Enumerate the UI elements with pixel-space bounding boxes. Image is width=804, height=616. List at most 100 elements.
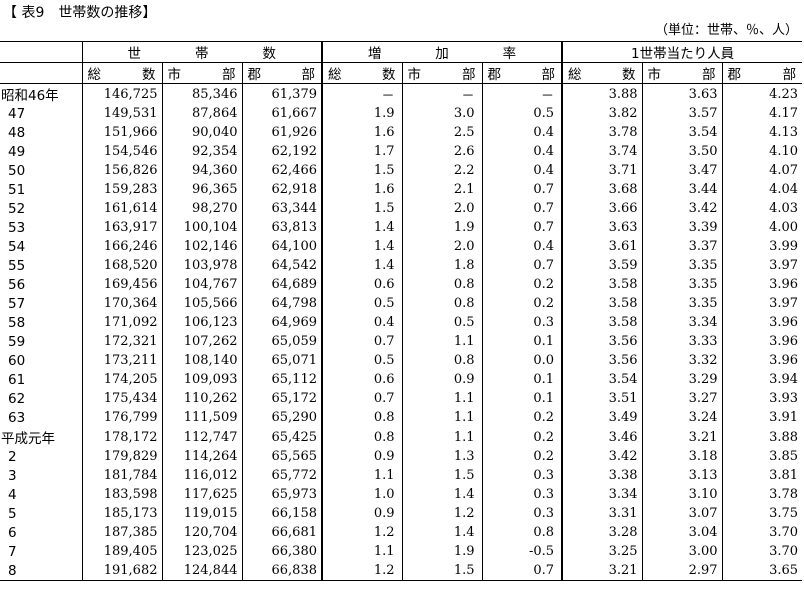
households-total-cell: 187,385 (81, 523, 162, 542)
persons-total-cell: 3.56 (561, 351, 643, 370)
households-city-cell: 94,360 (161, 161, 242, 180)
growth-city-cell: 0.8 (401, 294, 482, 313)
households-city-cell: 108,140 (161, 351, 242, 370)
subhead-total: 総数 (561, 62, 643, 84)
households-city-cell: 120,704 (161, 523, 242, 542)
households-county-cell: 64,689 (241, 275, 322, 294)
table-row: 4 183,598 117,625 65,973 1.0 1.4 0.3 3.34 3.10 3.… (0, 485, 803, 504)
table-row: 50 156,826 94,360 62,466 1.5 2.2 0.4 3.71 3.47 4.… (0, 161, 803, 180)
subhead-total: 総数 (81, 62, 162, 84)
households-county-cell: 65,425 (241, 427, 322, 447)
year-cell: 3 (8, 467, 17, 484)
table-row: 57 170,364 105,566 64,798 0.5 0.8 0.2 3.58 3.35 3… (0, 294, 803, 313)
persons-total-cell: 3.58 (561, 275, 643, 294)
households-city-cell: 85,346 (161, 83, 242, 104)
growth-county-cell: 0.4 (481, 161, 563, 180)
households-total-cell: 179,829 (81, 447, 162, 466)
table-row: 3 181,784 116,012 65,772 1.1 1.5 0.3 3.38 3.13 3.… (0, 466, 803, 485)
persons-county-cell: 3.97 (721, 256, 803, 275)
households-total-cell: 168,520 (81, 256, 162, 275)
table-row: 48 151,966 90,040 61,926 1.6 2.5 0.4 3.78 3.54 4.… (0, 123, 803, 142)
growth-total-cell: 0.5 (321, 294, 402, 313)
persons-total-cell: 3.38 (561, 466, 643, 485)
persons-county-cell: 3.96 (721, 351, 803, 370)
persons-county-cell: 3.93 (721, 389, 803, 408)
households-county-cell: 65,290 (241, 408, 322, 427)
persons-city-cell: 3.63 (641, 83, 723, 104)
households-county-cell: 65,772 (241, 466, 322, 485)
table-row: 7 189,405 123,025 66,380 1.1 1.9 -0.5 3.25 3.00 3… (0, 542, 803, 561)
year-cell: 昭和46年 (1, 88, 59, 104)
persons-city-cell: 3.10 (641, 485, 723, 504)
growth-total-cell: 1.4 (321, 237, 402, 256)
group-households-char: 数 (262, 46, 277, 62)
persons-city-cell: 3.35 (641, 294, 723, 313)
growth-total-cell: － (321, 83, 402, 104)
households-city-cell: 123,025 (161, 542, 242, 561)
growth-total-cell: 0.9 (321, 447, 402, 466)
persons-county-cell: 3.81 (721, 466, 803, 485)
persons-total-cell: 3.56 (561, 332, 643, 351)
growth-city-cell: 1.5 (401, 466, 482, 485)
households-city-cell: 111,509 (161, 408, 242, 427)
year-cell: 平成元年 (1, 431, 55, 447)
persons-total-cell: 3.58 (561, 313, 643, 332)
table-title: 【 表9 世帯数の推移】 (3, 5, 157, 21)
growth-county-cell: 0.2 (481, 427, 563, 447)
table-row: 8 191,682 124,844 66,838 1.2 1.5 0.7 3.21 2.97 3.… (0, 561, 803, 581)
households-city-cell: 92,354 (161, 142, 242, 161)
growth-city-cell: 1.3 (401, 447, 482, 466)
growth-county-cell: 0.0 (481, 351, 563, 370)
households-total-cell: 173,211 (81, 351, 162, 370)
growth-total-cell: 1.1 (321, 542, 402, 561)
growth-county-cell: 0.7 (481, 180, 563, 199)
persons-city-cell: 3.07 (641, 504, 723, 523)
growth-city-cell: 0.5 (401, 313, 482, 332)
households-county-cell: 64,969 (241, 313, 322, 332)
persons-county-cell: 4.23 (721, 83, 803, 104)
households-total-cell: 156,826 (81, 161, 162, 180)
persons-city-cell: 3.44 (641, 180, 723, 199)
households-county-cell: 66,838 (241, 561, 322, 581)
growth-total-cell: 1.5 (321, 161, 402, 180)
group-growth-char: 増 (367, 46, 382, 62)
households-city-cell: 112,747 (161, 427, 242, 447)
persons-city-cell: 3.21 (641, 427, 723, 447)
persons-city-cell: 3.24 (641, 408, 723, 427)
growth-total-cell: 1.7 (321, 142, 402, 161)
growth-city-cell: 1.4 (401, 523, 482, 542)
households-total-cell: 170,364 (81, 294, 162, 313)
households-county-cell: 63,344 (241, 199, 322, 218)
growth-total-cell: 0.8 (321, 408, 402, 427)
growth-city-cell: 2.2 (401, 161, 482, 180)
persons-city-cell: 3.13 (641, 466, 723, 485)
subhead-city: 市部 (161, 62, 242, 84)
table-row: 51 159,283 96,365 62,918 1.6 2.1 0.7 3.68 3.44 4.… (0, 180, 803, 199)
growth-county-cell: 0.7 (481, 256, 563, 275)
households-county-cell: 65,973 (241, 485, 322, 504)
year-cell: 4 (8, 486, 17, 503)
persons-county-cell: 4.10 (721, 142, 803, 161)
growth-city-cell: 1.4 (401, 485, 482, 504)
growth-county-cell: 0.5 (481, 104, 563, 123)
persons-county-cell: 3.75 (721, 504, 803, 523)
households-city-cell: 96,365 (161, 180, 242, 199)
growth-city-cell: 1.1 (401, 427, 482, 447)
growth-total-cell: 1.9 (321, 104, 402, 123)
year-cell: 8 (0, 561, 82, 581)
table-row: 63 176,799 111,509 65,290 0.8 1.1 0.2 3.49 3.24 3… (0, 408, 803, 427)
persons-city-cell: 3.37 (641, 237, 723, 256)
growth-city-cell: 1.2 (401, 504, 482, 523)
households-county-cell: 65,565 (241, 447, 322, 466)
growth-city-cell: 1.8 (401, 256, 482, 275)
year-cell: 2 (8, 448, 17, 465)
year-cell: 48 (8, 124, 26, 141)
unit-note: （単位：世帯、％、人） (654, 23, 798, 38)
households-total-cell: 176,799 (81, 408, 162, 427)
persons-county-cell: 4.03 (721, 199, 803, 218)
subheader-row: 総数 市部 郡部 総数 市部 郡部 総数 市部 郡部 (0, 62, 803, 84)
table-row: 平成元年 178,172 112,747 65,425 0.8 1.1 0.2 3.46 3.2… (0, 427, 803, 447)
persons-total-cell: 3.82 (561, 104, 643, 123)
households-city-cell: 124,844 (161, 561, 242, 581)
year-cell: 7 (8, 543, 17, 560)
